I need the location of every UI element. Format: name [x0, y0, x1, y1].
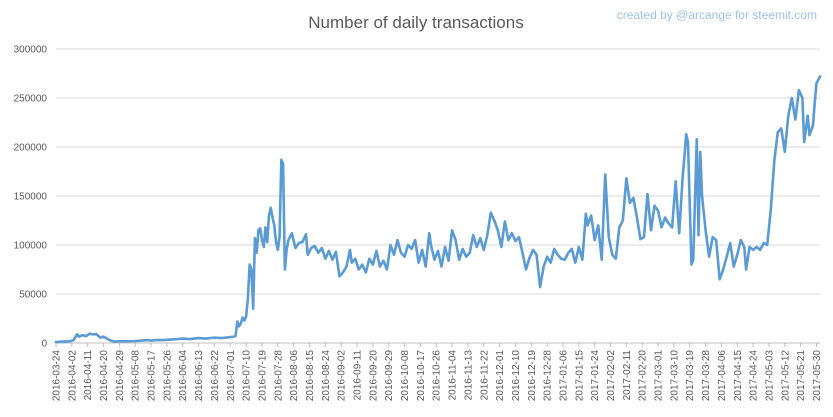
series-line: [54, 75, 822, 344]
x-tick-label: 2017-05-30: [812, 350, 823, 402]
x-tick-label: 2016-11-22: [479, 350, 490, 401]
y-tick-label: 200000: [14, 143, 48, 154]
x-tick-label: 2017-02-02: [606, 350, 617, 402]
y-tick-label: 300000: [14, 45, 48, 56]
x-tick-label: 2016-05-26: [162, 350, 173, 402]
y-tick-label: 150000: [14, 192, 48, 203]
x-tick-label: 2016-11-13: [463, 350, 474, 401]
x-tick-label: 2017-03-10: [669, 350, 680, 402]
x-tick-label: 2016-08-24: [321, 350, 332, 402]
x-tick-label: 2016-06-04: [178, 350, 189, 402]
x-tick-label: 2016-09-20: [368, 350, 379, 402]
x-tick-label: 2017-03-28: [701, 350, 712, 402]
x-axis-tick-labels: 2016-03-24 2016-04-02 2016-04-11 2016-04-20…: [52, 350, 823, 402]
x-tick-label: 2016-05-17: [147, 350, 158, 402]
x-tick-label: 2016-12-28: [543, 350, 554, 402]
x-tick-label: 2016-08-06: [289, 350, 300, 402]
x-tick-label: 2016-09-29: [384, 350, 395, 402]
x-tick-label: 2017-03-19: [685, 350, 696, 402]
y-gridlines: [56, 48, 820, 295]
x-tick-label: 2016-10-17: [416, 350, 427, 402]
x-tick-label: 2017-03-01: [654, 350, 665, 402]
x-tick-label: 2016-03-24: [52, 350, 63, 402]
x-tick-label: 2016-10-26: [432, 350, 443, 402]
x-tick-label: 2017-04-06: [717, 350, 728, 402]
chart-title: Number of daily transactions: [308, 13, 523, 32]
x-tick-label: 2016-12-01: [495, 350, 506, 402]
x-tick-label: 2017-02-11: [622, 350, 633, 401]
x-tick-label: 2016-07-19: [257, 350, 268, 402]
x-tick-label: 2017-05-21: [796, 350, 807, 402]
x-tick-label: 2017-01-06: [558, 350, 569, 402]
x-axis-ticks: [55, 343, 817, 347]
x-tick-label: 2016-11-04: [448, 350, 459, 401]
x-tick-label: 2017-05-12: [780, 350, 791, 402]
x-tick-label: 2016-07-10: [242, 350, 253, 402]
x-tick-label: 2016-04-11: [83, 350, 94, 401]
x-tick-label: 2017-01-24: [590, 350, 601, 402]
x-tick-label: 2016-04-02: [67, 350, 78, 402]
y-tick-label: 100000: [14, 241, 48, 252]
x-tick-label: 2016-05-08: [131, 350, 142, 402]
x-tick-label: 2016-06-22: [210, 350, 221, 402]
x-tick-label: 2016-12-19: [527, 350, 538, 402]
series-group: [54, 75, 822, 344]
x-tick-label: 2016-06-13: [194, 350, 205, 402]
x-tick-label: 2016-04-29: [115, 350, 126, 402]
x-tick-label: 2017-02-20: [638, 350, 649, 402]
x-tick-label: 2016-09-11: [353, 350, 364, 401]
x-tick-label: 2017-05-03: [764, 350, 775, 402]
y-tick-label: 50000: [19, 290, 47, 301]
x-tick-label: 2016-12-10: [511, 350, 522, 402]
x-tick-label: 2016-10-08: [400, 350, 411, 402]
x-tick-label: 2016-08-15: [305, 350, 316, 402]
x-tick-label: 2016-07-01: [226, 350, 237, 402]
x-tick-label: 2017-01-15: [574, 350, 585, 402]
y-tick-label: 0: [41, 339, 47, 350]
x-tick-label: 2017-04-24: [749, 350, 760, 402]
x-tick-label: 2016-07-28: [273, 350, 284, 402]
x-tick-label: 2016-04-20: [99, 350, 110, 402]
y-tick-label: 250000: [14, 94, 48, 105]
y-axis-tick-labels: 0 50000 100000 150000 200000 250000 300000: [14, 45, 48, 350]
chart-credit: created by @arcange for steemit.com: [617, 8, 817, 22]
x-tick-label: 2016-09-02: [337, 350, 348, 402]
x-tick-label: 2017-04-15: [733, 350, 744, 402]
